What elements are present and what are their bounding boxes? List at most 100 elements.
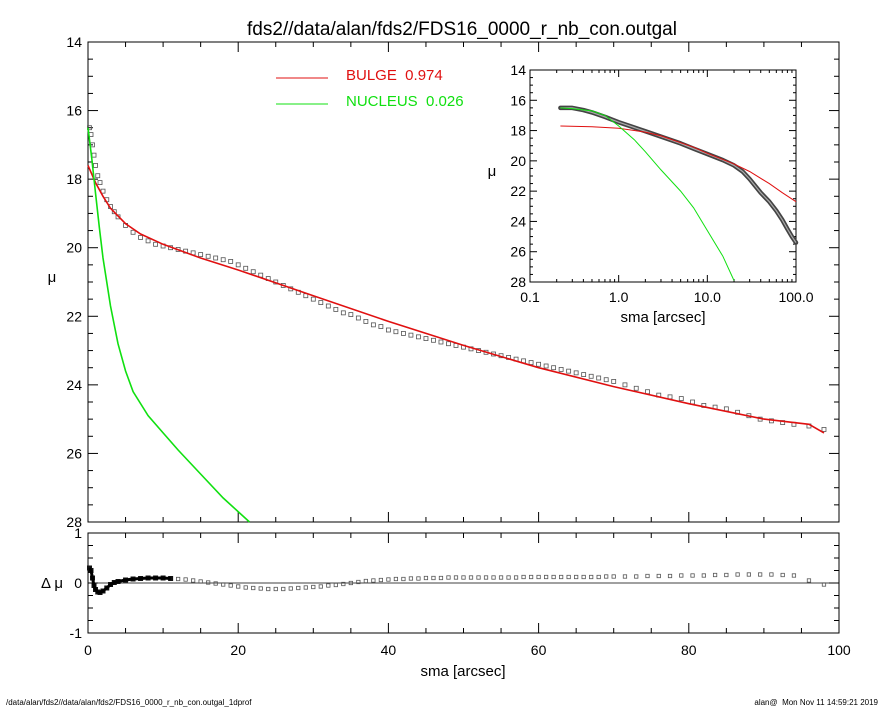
main-data-point (678, 396, 684, 401)
inset-panel: 14 16 18 20 22 24 26 28 0.1 1.0 10.0 100.0 μ sma [… (488, 62, 814, 326)
residual-data-point (311, 584, 316, 590)
main-y-tick-label: 20 (66, 240, 82, 256)
residual-data-point (476, 575, 481, 580)
residual-data-point (551, 574, 556, 580)
main-data-point (596, 375, 602, 381)
main-data-point (310, 296, 316, 302)
residual-data-point (258, 586, 263, 591)
residual-data-point (228, 583, 233, 588)
residual-data-point (363, 578, 368, 584)
residual-x-tick-label: 40 (381, 642, 397, 658)
residual-data-point (393, 576, 399, 582)
main-data-point (611, 379, 617, 384)
residual-data-point (574, 574, 579, 580)
residual-data-point (622, 574, 628, 579)
main-data-point (536, 361, 541, 367)
residual-data-points (87, 565, 827, 595)
residual-data-point (679, 573, 684, 578)
residual-data-point (483, 575, 489, 580)
residual-data-point (213, 581, 218, 586)
main-data-point (97, 180, 103, 185)
residual-data-point (780, 572, 785, 578)
main-y-tick-label: 16 (66, 103, 82, 119)
main-data-point (423, 336, 429, 341)
residual-data-point (191, 578, 196, 583)
inset-x-tick-label: 0.1 (520, 289, 540, 305)
main-data-point (93, 163, 98, 168)
residual-data-point (690, 573, 695, 578)
main-data-point (153, 241, 158, 247)
residual-data-point (386, 577, 391, 582)
main-data-point (235, 262, 241, 268)
residual-x-tick-label: 60 (531, 642, 547, 658)
residual-data-point (296, 585, 301, 591)
residual-data-point (806, 578, 812, 583)
main-data-point (220, 257, 226, 263)
residual-data-point (221, 582, 226, 587)
residual-data-point (446, 575, 451, 580)
main-data-point (558, 367, 564, 372)
main-data-point (821, 427, 827, 432)
residual-data-point (183, 577, 188, 582)
residual-data-point (318, 584, 323, 589)
inset-y-label: μ (488, 163, 497, 180)
residual-data-point (423, 575, 429, 581)
inset-x-ticks: 0.1 1.0 10.0 100.0 (520, 70, 814, 305)
residual-y-tick-label: 0 (74, 575, 82, 591)
main-y-tick-label: 14 (66, 34, 82, 50)
main-data-point (363, 319, 369, 324)
main-data-point (91, 152, 97, 158)
bulge-curve (87, 165, 825, 434)
residual-data-point (288, 586, 293, 591)
residual-data-point (581, 574, 586, 580)
footer-timestamp: alan@ Mon Nov 11 14:59:21 2019 (754, 698, 878, 707)
residual-data-point (198, 579, 203, 584)
main-data-point (145, 238, 151, 244)
residual-data-point (453, 575, 459, 580)
chart-title: fds2//data/alan/fds2/FDS16_0000_r_nb_con… (247, 19, 677, 40)
residual-inner-curve (88, 567, 171, 594)
main-y-tick-label: 26 (66, 445, 82, 461)
residual-data-point (536, 574, 541, 580)
residual-data-point (724, 572, 729, 578)
residual-data-point (604, 574, 609, 579)
residual-data-point (461, 575, 466, 580)
residual-data-point (544, 574, 549, 580)
residual-data-point (701, 573, 706, 578)
inset-nucleus-curve (560, 107, 735, 281)
residual-data-point (438, 575, 444, 581)
residual-data-point (371, 578, 376, 583)
residual-x-label: sma [arcsec] (420, 663, 505, 680)
residual-data-point (735, 572, 740, 577)
inset-bulge-curve (560, 125, 797, 203)
main-data-point (633, 385, 639, 391)
main-data-point (87, 125, 92, 131)
main-data-point (622, 382, 628, 388)
residual-data-point (273, 586, 278, 592)
residual-data-point (176, 576, 181, 582)
inset-y-tick-label: 18 (510, 123, 526, 139)
main-data-point (243, 265, 249, 271)
residual-y-tick-label: 1 (74, 525, 82, 541)
main-data-point (213, 255, 219, 261)
residual-data-point (667, 573, 673, 579)
inset-y-tick-label: 20 (510, 153, 526, 169)
main-data-point (416, 334, 421, 340)
inset-y-tick-label: 22 (510, 183, 526, 199)
residual-data-point (333, 582, 338, 588)
residual-x-tick-label: 100 (827, 642, 851, 658)
main-data-point (198, 252, 204, 257)
residual-data-point (645, 573, 650, 579)
main-y-tick-label: 24 (66, 377, 82, 393)
main-data-point (370, 322, 376, 328)
main-data-point (348, 312, 354, 317)
residual-data-point (656, 573, 661, 579)
residual-data-point (596, 574, 601, 580)
residual-data-point (266, 586, 271, 592)
main-data-point (340, 310, 346, 316)
residual-data-point (378, 577, 383, 583)
inset-x-tick-label: 10.0 (694, 289, 721, 305)
residual-y-ticks: -1 0 1 (70, 525, 839, 641)
residual-y-label: Δ μ (41, 575, 63, 592)
main-data-point (408, 332, 414, 338)
